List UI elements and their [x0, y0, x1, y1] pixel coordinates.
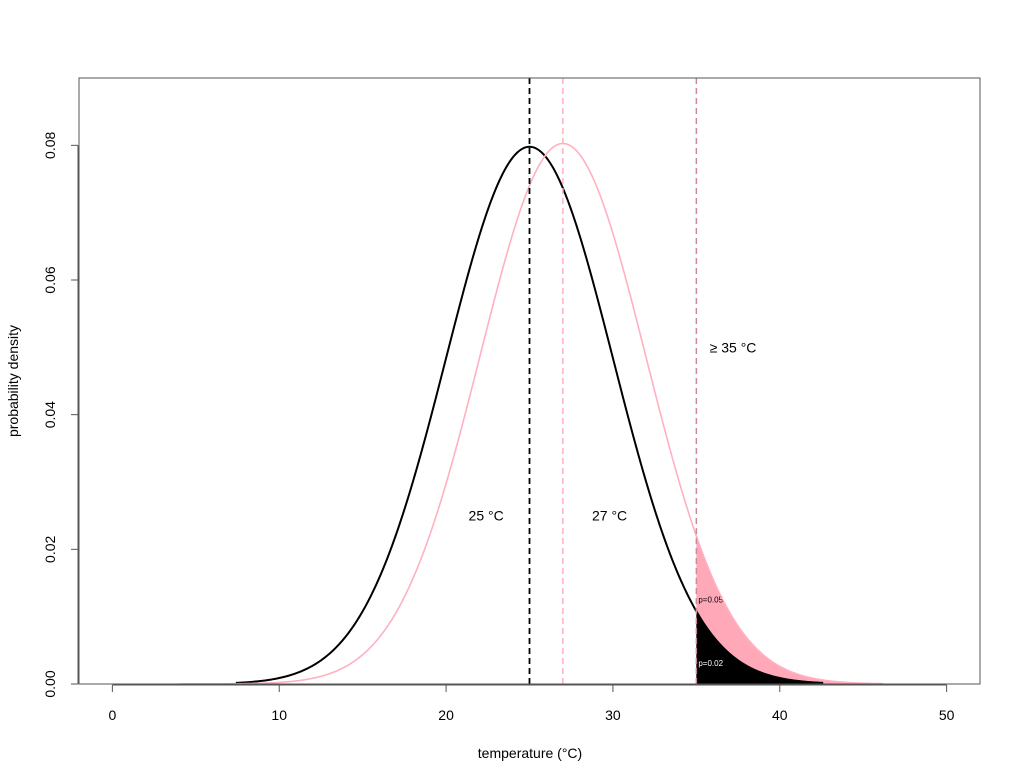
x-tick-label: 30: [605, 707, 621, 723]
plot-frame: [78, 77, 981, 685]
annotation-1: 25 °C: [469, 508, 504, 524]
tail-label-1: p=0.05: [698, 596, 723, 605]
y-tick-label: 0.04: [42, 401, 58, 428]
x-axis: 0 10 20 30 40 50: [108, 684, 955, 723]
tail-label-2: p=0.02: [698, 659, 723, 668]
x-tick-label: 0: [108, 707, 116, 723]
density-curve-2: [179, 142, 884, 685]
annotations: 25 °C 27 °C ≥ 35 °C: [469, 339, 757, 523]
y-tick-label: 0.00: [42, 670, 58, 697]
y-tick-label: 0.08: [42, 131, 58, 158]
annotation-2: 27 °C: [592, 508, 627, 524]
x-tick-label: 50: [939, 707, 955, 723]
x-axis-title: temperature (°C): [478, 745, 582, 761]
x-tick-label: 40: [772, 707, 788, 723]
y-tick-label: 0.02: [42, 535, 58, 562]
y-axis-title: probability density: [5, 325, 21, 437]
reference-lines: [528, 78, 698, 684]
shaded-tail-1: [696, 536, 884, 684]
density-curve-1: [235, 145, 824, 684]
y-axis: 0.00 0.02 0.04 0.06 0.08: [42, 131, 79, 698]
x-tick-label: 10: [271, 707, 287, 723]
shaded-tails: p=0.05 p=0.02: [696, 536, 884, 684]
x-tick-label: 20: [438, 707, 454, 723]
y-tick-label: 0.06: [42, 266, 58, 293]
annotation-3: ≥ 35 °C: [710, 339, 757, 355]
shaded-tail-2: [696, 611, 824, 684]
density-curves: [179, 142, 884, 685]
